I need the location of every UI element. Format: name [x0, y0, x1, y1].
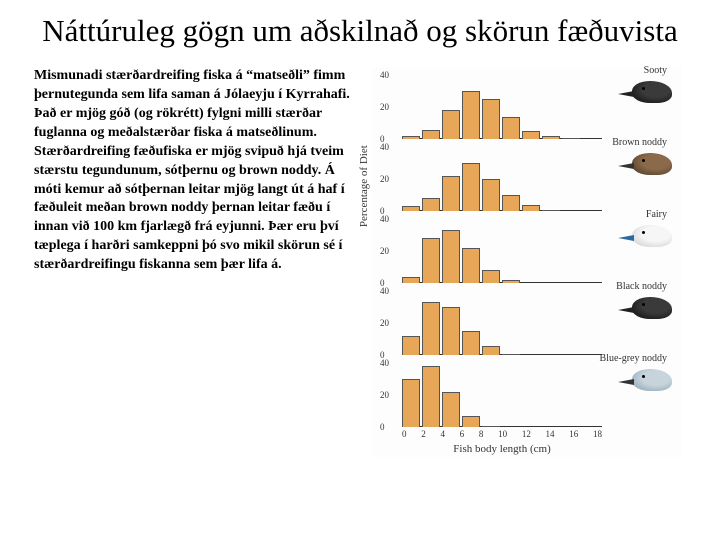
- histogram-panel: 40200Fairy: [402, 219, 602, 283]
- x-tick: 8: [479, 429, 484, 439]
- y-tick: 40: [380, 214, 389, 224]
- bird-icon: [612, 75, 672, 107]
- x-tick: 10: [498, 429, 507, 439]
- x-tick: 6: [460, 429, 465, 439]
- y-tick: 20: [380, 246, 389, 256]
- x-tick: 2: [421, 429, 426, 439]
- bar: [402, 136, 420, 139]
- y-tick: 40: [380, 70, 389, 80]
- chart-column: Percentage of Diet 40200Sooty40200Brown …: [372, 67, 692, 457]
- bar: [462, 248, 480, 283]
- x-tick: 16: [569, 429, 578, 439]
- bar-group: [402, 147, 602, 211]
- bar: [402, 379, 420, 427]
- x-tick: 12: [522, 429, 531, 439]
- bar: [562, 138, 580, 140]
- bar: [422, 302, 440, 355]
- bar: [482, 179, 500, 211]
- bar-group: [402, 75, 602, 139]
- bar: [442, 392, 460, 427]
- bar: [462, 163, 480, 211]
- histogram-panel: 40200Brown noddy: [402, 147, 602, 211]
- bar: [462, 91, 480, 139]
- bar: [462, 416, 480, 427]
- bar-group: [402, 291, 602, 355]
- bar: [502, 117, 520, 139]
- y-tick: 0: [380, 422, 385, 432]
- bar: [402, 277, 420, 283]
- bar: [462, 331, 480, 355]
- bird-icon: [612, 291, 672, 323]
- bar: [422, 238, 440, 283]
- bar: [402, 206, 420, 211]
- y-tick: 20: [380, 174, 389, 184]
- bar: [422, 198, 440, 211]
- x-ticks: 0 2 4 6 8 10 12 14 16 18: [402, 429, 602, 439]
- histogram-chart: Percentage of Diet 40200Sooty40200Brown …: [372, 67, 682, 457]
- bar: [402, 336, 420, 355]
- slide-title: Náttúruleg gögn um aðskilnað og skörun f…: [28, 12, 692, 49]
- bird-icon: [612, 147, 672, 179]
- y-tick: 40: [380, 358, 389, 368]
- bar: [422, 130, 440, 140]
- bar: [542, 210, 560, 212]
- y-tick: 40: [380, 142, 389, 152]
- x-tick: 18: [593, 429, 602, 439]
- bar: [442, 176, 460, 211]
- content-row: Mismunadi stærðardreifing fiska á “matse…: [28, 67, 692, 457]
- bar: [502, 280, 520, 283]
- bar: [542, 136, 560, 139]
- bar: [442, 307, 460, 355]
- bar: [482, 270, 500, 283]
- x-axis-label: Fish body length (cm): [402, 443, 602, 455]
- bird-icon: [612, 219, 672, 251]
- histogram-panel: 40200Black noddy: [402, 291, 602, 355]
- y-axis-label: Percentage of Diet: [358, 145, 370, 227]
- histogram-panel: 40200Blue-grey noddy: [402, 363, 602, 427]
- y-tick: 40: [380, 286, 389, 296]
- x-tick: 4: [440, 429, 445, 439]
- histogram-panel: 40200Sooty: [402, 75, 602, 139]
- x-tick: 14: [546, 429, 555, 439]
- bird-icon: [612, 363, 672, 395]
- body-text: Mismunadi stærðardreifing fiska á “matse…: [28, 67, 356, 457]
- bar: [422, 366, 440, 427]
- bar: [442, 230, 460, 283]
- y-tick: 20: [380, 318, 389, 328]
- bar: [502, 195, 520, 211]
- y-tick: 20: [380, 390, 389, 400]
- bar-group: [402, 219, 602, 283]
- y-tick: 20: [380, 102, 389, 112]
- slide: Náttúruleg gögn um aðskilnað og skörun f…: [0, 0, 720, 540]
- bar: [502, 354, 520, 356]
- bar: [482, 99, 500, 139]
- bar: [442, 110, 460, 139]
- bar: [482, 346, 500, 356]
- bar: [522, 131, 540, 139]
- bar-group: [402, 363, 602, 427]
- x-tick: 0: [402, 429, 407, 439]
- bar: [522, 205, 540, 211]
- bar: [482, 426, 500, 428]
